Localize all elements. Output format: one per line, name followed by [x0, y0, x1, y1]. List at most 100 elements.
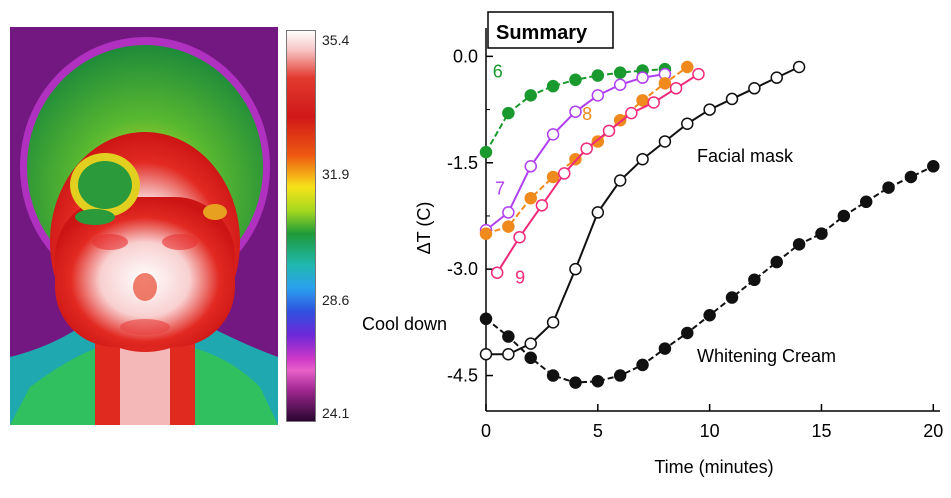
- data-point: [927, 160, 940, 173]
- y-tick-label: 0.0: [453, 46, 478, 66]
- data-point: [748, 273, 761, 287]
- data-point: [681, 117, 694, 130]
- colorbar-max-label: 35.4: [322, 32, 350, 48]
- data-point: [636, 94, 649, 107]
- data-point: [591, 89, 605, 102]
- data-point: [770, 255, 783, 269]
- data-point: [569, 262, 582, 276]
- temperature-colorbar: [286, 30, 316, 422]
- data-point: [524, 160, 537, 173]
- data-point: [613, 78, 627, 91]
- data-point: [524, 337, 537, 350]
- chart-title-box: [487, 11, 614, 49]
- data-point: [770, 71, 783, 84]
- data-point: [904, 170, 918, 184]
- chart-title: Summary: [496, 22, 588, 44]
- data-point: [524, 191, 537, 205]
- data-point: [692, 67, 705, 81]
- data-point: [546, 128, 560, 141]
- data-point: [479, 227, 493, 240]
- data-point: [569, 73, 582, 87]
- data-point: [625, 106, 638, 120]
- data-point: [815, 227, 828, 240]
- colorbar-min-label: 24.1: [322, 405, 350, 421]
- data-point: [882, 181, 895, 194]
- data-point: [524, 89, 537, 102]
- data-point: [792, 238, 806, 251]
- data-point: [546, 316, 560, 329]
- chart-axes: [485, 28, 940, 412]
- x-tick-label: 20: [923, 421, 943, 441]
- series-label: 6: [493, 62, 503, 82]
- data-point: [591, 206, 605, 219]
- x-tick-label: 0: [481, 421, 491, 441]
- data-point: [859, 195, 873, 209]
- data-point: [558, 167, 571, 180]
- data-point: [502, 106, 515, 120]
- data-point: [837, 209, 851, 223]
- data-point: [613, 369, 627, 382]
- data-point: [479, 312, 493, 326]
- data-point: [681, 60, 694, 74]
- whitening-cream-label: Whitening Cream: [697, 346, 836, 366]
- y-tick-label: -1.5: [447, 153, 478, 173]
- series-7: 7: [479, 67, 672, 237]
- cool-down-label: Cool down: [362, 314, 447, 334]
- data-point: [535, 199, 549, 212]
- x-axis-title: Time (minutes): [654, 457, 773, 477]
- data-point: [636, 358, 649, 372]
- data-point: [658, 342, 672, 355]
- series-line: [486, 66, 800, 356]
- data-point: [502, 206, 515, 219]
- data-point: [602, 124, 616, 138]
- facial-mask-label: Facial mask: [697, 146, 794, 166]
- data-point: [591, 69, 605, 82]
- series-label: 7: [495, 179, 505, 199]
- data-point: [569, 105, 582, 118]
- data-point: [658, 135, 672, 148]
- data-point: [502, 220, 515, 233]
- data-point: [591, 374, 605, 388]
- data-point: [748, 82, 761, 95]
- data-point: [647, 96, 660, 109]
- data-point: [546, 170, 560, 184]
- data-point: [703, 103, 716, 116]
- data-point: [725, 291, 739, 304]
- x-tick-label: 5: [593, 421, 603, 441]
- x-tick-label: 15: [811, 421, 831, 441]
- data-point: [636, 71, 649, 84]
- data-point: [703, 309, 716, 322]
- data-point: [513, 230, 526, 244]
- data-point: [613, 66, 627, 79]
- data-point: [502, 348, 515, 361]
- data-point: [580, 142, 593, 155]
- data-point: [636, 152, 649, 166]
- series-9: 9: [490, 67, 705, 287]
- data-point: [681, 326, 694, 340]
- data-point: [524, 351, 537, 365]
- data-point: [479, 145, 493, 159]
- series-line: [496, 73, 699, 274]
- colorbar-label-3: 28.6: [322, 292, 350, 308]
- y-axis-title: ΔT (C): [414, 202, 434, 255]
- data-point: [502, 330, 515, 343]
- data-point: [613, 174, 627, 187]
- data-point: [669, 82, 683, 95]
- data-point: [569, 376, 582, 389]
- data-point: [546, 79, 560, 93]
- series-label: 9: [515, 267, 525, 287]
- series-line: [485, 66, 688, 235]
- colorbar-label-2: 31.9: [322, 166, 350, 182]
- series-label: 8: [582, 104, 592, 124]
- data-point: [725, 92, 739, 106]
- series-unnamed-5: [479, 160, 940, 389]
- y-tick-label: -3.0: [447, 259, 478, 279]
- data-point: [479, 348, 493, 361]
- y-tick-label: -4.5: [447, 366, 478, 386]
- data-point: [490, 266, 504, 279]
- data-point: [792, 60, 806, 74]
- series-unnamed-4: [479, 60, 806, 361]
- x-tick-label: 10: [700, 421, 720, 441]
- data-point: [546, 369, 560, 382]
